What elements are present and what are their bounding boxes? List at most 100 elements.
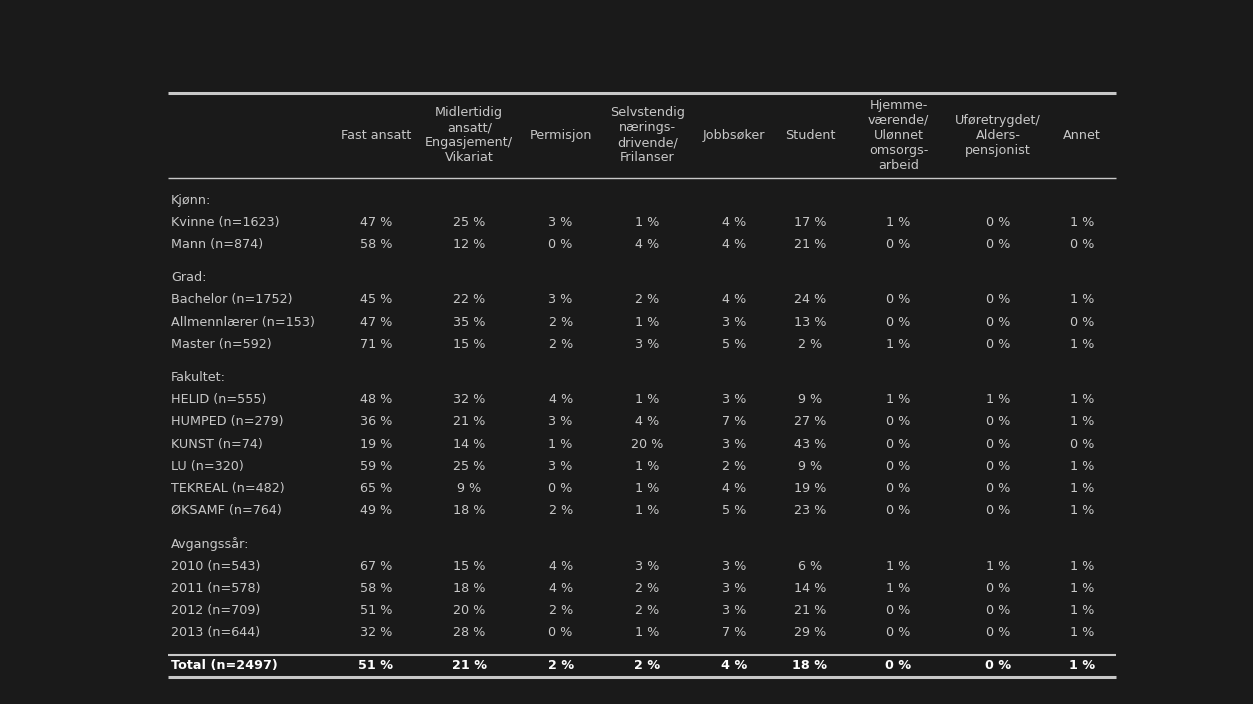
Text: 1 %: 1 % <box>1070 415 1094 429</box>
Text: 20 %: 20 % <box>632 438 664 451</box>
Text: 2 %: 2 % <box>549 504 573 517</box>
Text: 28 %: 28 % <box>454 627 485 639</box>
Text: 3 %: 3 % <box>722 582 747 595</box>
Text: 13 %: 13 % <box>793 315 826 329</box>
Text: 3 %: 3 % <box>549 415 573 429</box>
Text: 27 %: 27 % <box>793 415 826 429</box>
Text: Kvinne (n=1623): Kvinne (n=1623) <box>172 216 279 229</box>
Text: 5 %: 5 % <box>722 504 747 517</box>
Text: 15 %: 15 % <box>452 560 485 572</box>
Text: 14 %: 14 % <box>454 438 485 451</box>
Text: 65 %: 65 % <box>360 482 392 495</box>
Text: 0 %: 0 % <box>1070 238 1094 251</box>
Text: 0 %: 0 % <box>986 604 1010 617</box>
Text: Hjemme-
værende/
Ulønnet
omsorgs-
arbeid: Hjemme- værende/ Ulønnet omsorgs- arbeid <box>868 99 930 172</box>
Text: 58 %: 58 % <box>360 238 392 251</box>
Text: 0 %: 0 % <box>549 627 573 639</box>
Text: 0 %: 0 % <box>986 338 1010 351</box>
Text: 51 %: 51 % <box>360 604 392 617</box>
Text: 1 %: 1 % <box>1070 582 1094 595</box>
Text: 4 %: 4 % <box>722 482 747 495</box>
Text: Fakultet:: Fakultet: <box>172 371 227 384</box>
Text: 4 %: 4 % <box>720 660 747 672</box>
Text: 1 %: 1 % <box>886 582 911 595</box>
Text: ØKSAMF (n=764): ØKSAMF (n=764) <box>172 504 282 517</box>
Text: 1 %: 1 % <box>635 627 659 639</box>
Text: 1 %: 1 % <box>1070 216 1094 229</box>
Text: 3 %: 3 % <box>549 460 573 473</box>
Text: 1 %: 1 % <box>1070 294 1094 306</box>
Text: 1 %: 1 % <box>886 216 911 229</box>
Text: 0 %: 0 % <box>1070 438 1094 451</box>
Text: 43 %: 43 % <box>793 438 826 451</box>
Text: Jobbsøker: Jobbsøker <box>703 129 766 142</box>
Text: Permisjon: Permisjon <box>530 129 591 142</box>
Text: 3 %: 3 % <box>722 560 747 572</box>
Text: Allmennlærer (n=153): Allmennlærer (n=153) <box>172 315 315 329</box>
Text: 1 %: 1 % <box>986 394 1010 406</box>
Text: 2 %: 2 % <box>549 315 573 329</box>
Text: 0 %: 0 % <box>986 415 1010 429</box>
Text: 0 %: 0 % <box>986 627 1010 639</box>
Text: 6 %: 6 % <box>798 560 822 572</box>
Text: 1 %: 1 % <box>886 560 911 572</box>
Text: 0 %: 0 % <box>986 294 1010 306</box>
Text: TEKREAL (n=482): TEKREAL (n=482) <box>172 482 284 495</box>
Text: Grad:: Grad: <box>172 271 207 284</box>
Text: 2 %: 2 % <box>635 582 659 595</box>
Text: 2 %: 2 % <box>548 660 574 672</box>
Text: 1 %: 1 % <box>1070 627 1094 639</box>
Text: 17 %: 17 % <box>793 216 826 229</box>
Text: Kjønn:: Kjønn: <box>172 194 212 207</box>
Text: 2011 (n=578): 2011 (n=578) <box>172 582 261 595</box>
Text: 3 %: 3 % <box>722 315 747 329</box>
Text: 59 %: 59 % <box>360 460 392 473</box>
Text: 47 %: 47 % <box>360 216 392 229</box>
Text: 15 %: 15 % <box>452 338 485 351</box>
Text: 2 %: 2 % <box>549 604 573 617</box>
Text: 0 %: 0 % <box>986 460 1010 473</box>
Text: 1 %: 1 % <box>635 460 659 473</box>
Text: 18 %: 18 % <box>452 582 485 595</box>
Text: Selvstendig
nærings-
drivende/
Frilanser: Selvstendig nærings- drivende/ Frilanser <box>610 106 685 165</box>
Text: HUMPED (n=279): HUMPED (n=279) <box>172 415 283 429</box>
Text: 4 %: 4 % <box>549 560 573 572</box>
Text: 1 %: 1 % <box>1070 504 1094 517</box>
Text: Midlertidig
ansatt/
Engasjement/
Vikariat: Midlertidig ansatt/ Engasjement/ Vikaria… <box>425 106 514 165</box>
Text: 1 %: 1 % <box>549 438 573 451</box>
Text: 48 %: 48 % <box>360 394 392 406</box>
Text: 4 %: 4 % <box>722 294 747 306</box>
Text: 3 %: 3 % <box>722 438 747 451</box>
Text: Uføretrygdet/
Alders-
pensjonist: Uføretrygdet/ Alders- pensjonist <box>955 114 1041 157</box>
Text: 1 %: 1 % <box>635 482 659 495</box>
Text: 21 %: 21 % <box>454 415 485 429</box>
Text: 21 %: 21 % <box>793 604 826 617</box>
Text: 1 %: 1 % <box>886 394 911 406</box>
Text: 3 %: 3 % <box>635 560 659 572</box>
Text: 3 %: 3 % <box>635 338 659 351</box>
Text: 51 %: 51 % <box>358 660 393 672</box>
Text: 1 %: 1 % <box>1070 560 1094 572</box>
Text: 4 %: 4 % <box>549 394 573 406</box>
Text: 0 %: 0 % <box>886 627 911 639</box>
Text: 18 %: 18 % <box>452 504 485 517</box>
Text: 0 %: 0 % <box>886 504 911 517</box>
Text: 4 %: 4 % <box>722 216 747 229</box>
Text: 71 %: 71 % <box>360 338 392 351</box>
Text: Total (n=2497): Total (n=2497) <box>172 660 278 672</box>
Text: 0 %: 0 % <box>986 582 1010 595</box>
Text: 35 %: 35 % <box>452 315 485 329</box>
Text: 0 %: 0 % <box>986 482 1010 495</box>
Text: 12 %: 12 % <box>454 238 485 251</box>
Text: 19 %: 19 % <box>360 438 392 451</box>
Text: 4 %: 4 % <box>635 415 659 429</box>
Text: 1 %: 1 % <box>635 315 659 329</box>
Text: 2 %: 2 % <box>635 294 659 306</box>
Text: 2 %: 2 % <box>635 604 659 617</box>
Text: 0 %: 0 % <box>886 438 911 451</box>
Text: 3 %: 3 % <box>549 216 573 229</box>
Text: 1 %: 1 % <box>635 504 659 517</box>
Text: 0 %: 0 % <box>986 438 1010 451</box>
Text: 3 %: 3 % <box>549 294 573 306</box>
Text: 0 %: 0 % <box>886 482 911 495</box>
